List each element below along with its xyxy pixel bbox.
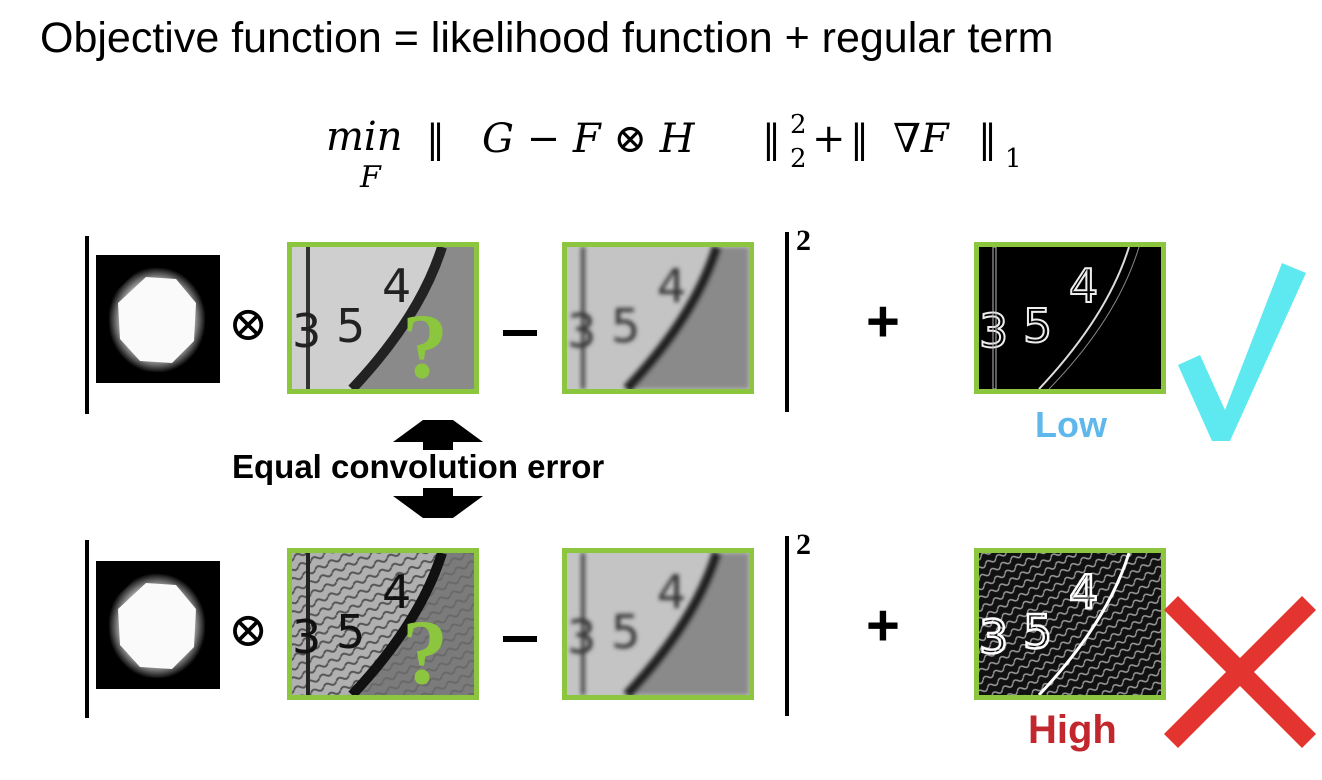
formula-sub1: 1 [1005, 144, 1022, 174]
bottom-plus-operator: + [866, 593, 900, 658]
svg-text:4: 4 [657, 259, 686, 313]
bottom-blur-kernel-image [96, 561, 220, 689]
formula-term2: ∇F [893, 116, 950, 162]
top-convolution-operator: ⊗ [228, 296, 269, 352]
formula-min-subscript: F [359, 160, 382, 195]
svg-text:3: 3 [979, 304, 1008, 358]
formula-exp-sup: 2 [790, 110, 807, 140]
equal-convolution-error-label: Equal convolution error [232, 448, 605, 485]
formula-norm-close: ‖ [762, 117, 781, 161]
svg-text:3: 3 [292, 304, 321, 358]
formula-norm-open: ‖ [426, 117, 445, 161]
objective-formula: min F ‖ G − F ⊗ H ‖ 2 2 + ‖ ∇F ‖ 1 [326, 110, 1022, 195]
svg-text:5: 5 [336, 299, 365, 353]
formula-min: min [326, 114, 402, 160]
top-plus-operator: + [866, 289, 900, 354]
bottom-norm-bar-left [85, 540, 89, 718]
bottom-norm-bar-right [785, 536, 789, 716]
top-estimate-sharp-clock-image: 5 4 3 [287, 242, 479, 394]
top-question-mark: ? [402, 295, 448, 397]
top-blurred-observed-clock-image: 5 4 3 [562, 242, 754, 394]
svg-text:3: 3 [292, 610, 321, 664]
svg-text:4: 4 [382, 565, 411, 619]
svg-text:5: 5 [1023, 299, 1052, 353]
svg-text:5: 5 [1023, 605, 1052, 659]
top-blur-kernel-image [96, 255, 220, 383]
svg-text:4: 4 [1069, 259, 1098, 313]
regular-term-low-label: Low [1035, 404, 1107, 445]
formula-norm2-close: ‖ [978, 117, 997, 161]
svg-text:4: 4 [382, 259, 411, 313]
bottom-minus-operator [503, 636, 537, 642]
top-square-exponent: 2 [796, 224, 811, 257]
svg-text:5: 5 [611, 299, 640, 353]
formula-exp-sub: 2 [790, 144, 807, 174]
svg-text:3: 3 [567, 304, 596, 358]
top-norm-bar-left [85, 236, 89, 414]
formula-norm2-open: ‖ [850, 117, 869, 161]
bottom-convolution-operator: ⊗ [228, 602, 269, 658]
slide-title: Objective function = likelihood function… [40, 14, 1054, 62]
svg-text:3: 3 [979, 610, 1008, 664]
bottom-square-exponent: 2 [796, 528, 811, 561]
bottom-estimate-ringing-clock-image: 5 4 3 [287, 548, 479, 700]
bottom-blurred-observed-clock-image: 5 4 3 [562, 548, 754, 700]
formula-term1: G − F ⊗ H [482, 116, 696, 162]
cross-icon [1164, 596, 1316, 748]
top-minus-operator [503, 330, 537, 336]
down-arrow-icon [393, 488, 483, 518]
bottom-gradient-image-high: 5 4 3 [974, 548, 1166, 700]
regular-term-high-label: High [1028, 708, 1117, 752]
svg-text:4: 4 [1069, 565, 1098, 619]
svg-text:4: 4 [657, 565, 686, 619]
top-gradient-image-low: 5 4 3 [974, 242, 1166, 394]
svg-text:5: 5 [611, 605, 640, 659]
checkmark-icon [1178, 263, 1306, 441]
svg-text:5: 5 [336, 605, 365, 659]
up-arrow-icon [393, 420, 483, 450]
svg-text:3: 3 [567, 610, 596, 664]
bottom-question-mark: ? [402, 601, 448, 703]
top-norm-bar-right [785, 232, 789, 412]
formula-plus: + [812, 116, 846, 162]
